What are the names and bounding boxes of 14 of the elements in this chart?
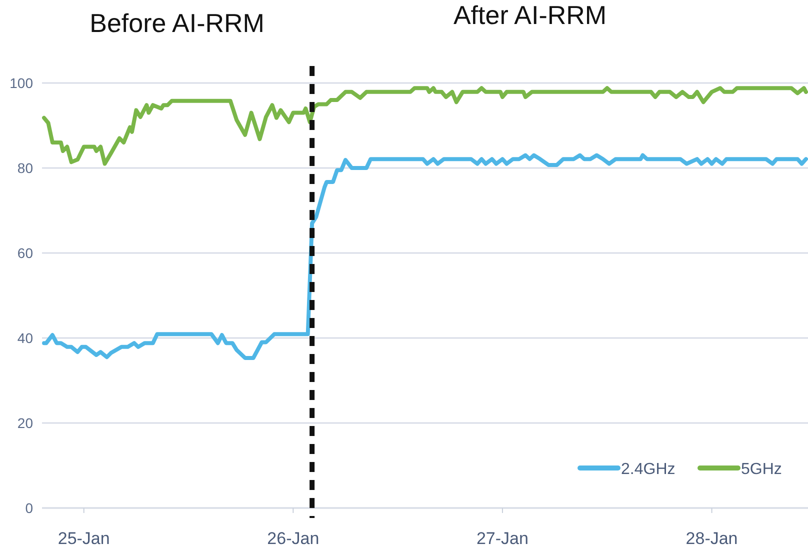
y-tick-label: 100: [10, 75, 34, 91]
legend-label: 5GHz: [741, 461, 782, 478]
y-tick-label: 0: [25, 500, 34, 516]
text: After AI-RRM: [453, 0, 607, 30]
x-tick-label: 25-Jan: [58, 529, 110, 548]
x-tick-label: 28-Jan: [686, 529, 738, 548]
text: Before AI-RRM: [90, 8, 264, 38]
x-tick-label: 26-Jan: [267, 529, 320, 548]
y-tick-label: 60: [17, 245, 34, 261]
y-tick-label: 20: [17, 415, 34, 431]
legend-label: 2.4GHz: [621, 461, 676, 478]
y-tick-label: 40: [17, 330, 34, 346]
y-tick-label: 80: [17, 160, 34, 176]
x-tick-label: 27-Jan: [476, 529, 528, 548]
